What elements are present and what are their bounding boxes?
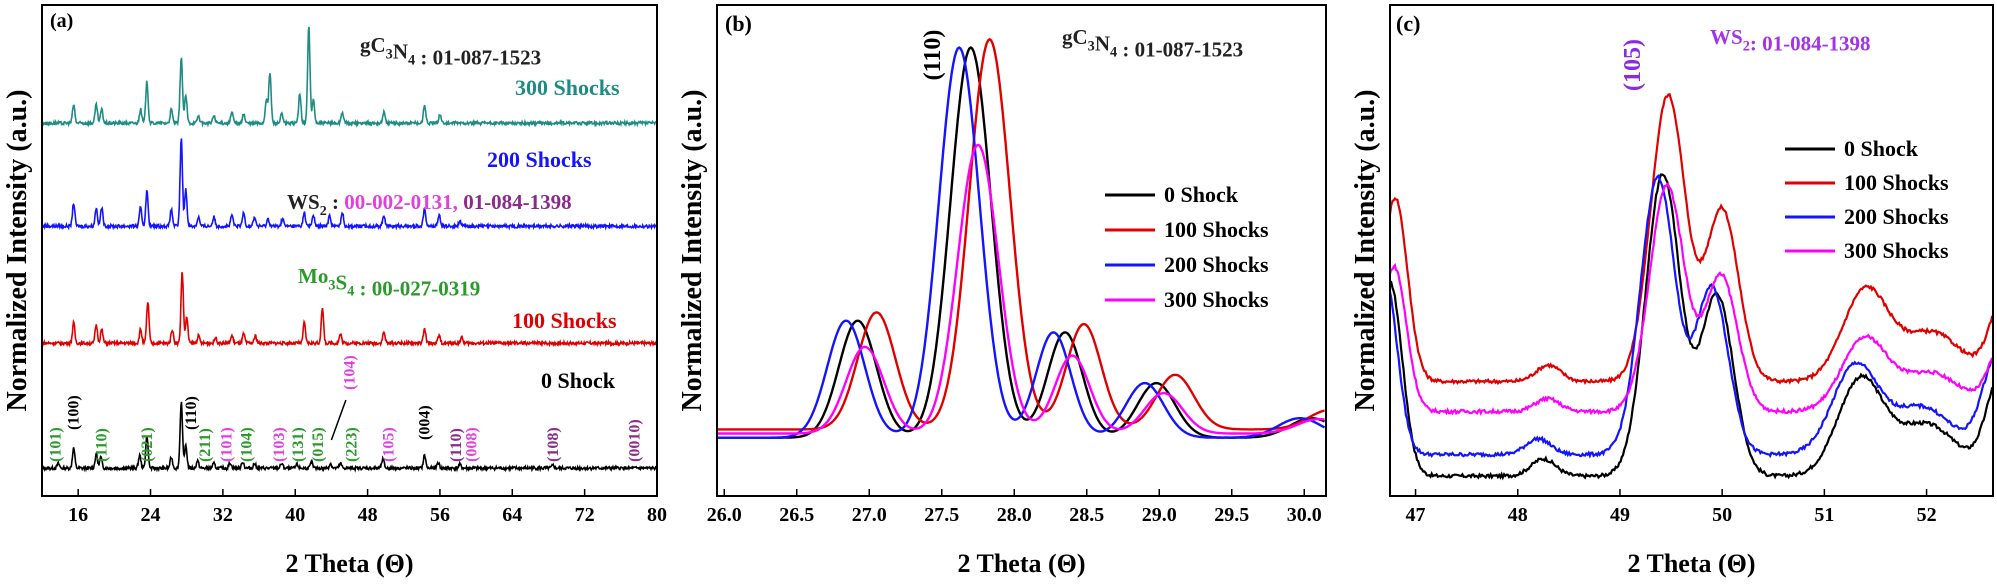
- series-line-b-0: [717, 46, 1326, 439]
- panel-label-b: (b): [725, 11, 752, 36]
- xtick-label-b-5: 28.5: [1069, 504, 1104, 526]
- plot-frame-b: [716, 4, 1327, 497]
- xtick-label-b-7: 29.5: [1214, 504, 1249, 526]
- hkl-label-a-1: (100): [66, 395, 83, 430]
- xtick-label-a-4: 48: [358, 504, 378, 526]
- legend-label-c-0: 0 Shock: [1844, 136, 1919, 161]
- xtick-label-b-2: 27.0: [852, 504, 887, 526]
- series-line-b-3: [717, 143, 1325, 435]
- xtick-label-b-8: 30.0: [1287, 504, 1322, 526]
- y-axis-label-a: Normalized Intensity (a.u.): [2, 90, 33, 412]
- series-line-b-2: [717, 46, 1326, 439]
- series-line-a-1: [41, 272, 658, 348]
- hkl-label-a-0: (101): [48, 427, 65, 462]
- hkl-label-a-11: (104): [342, 355, 359, 390]
- series-line-a-2: [41, 138, 658, 231]
- annotation-a_lab200: 200 Shocks: [487, 147, 592, 172]
- legend-label-c-3: 300 Shocks: [1844, 238, 1949, 263]
- xtick-label-c-3: 50: [1712, 504, 1732, 526]
- reference-b: gC3N4 : 01-087-1523: [1062, 25, 1243, 62]
- hkl-label-a-18: (0010): [626, 419, 643, 462]
- y-axis-label-b: Normalized Intensity (a.u.): [677, 90, 708, 412]
- hkl-label-a-9: (131): [290, 427, 307, 462]
- legend-label-b-3: 300 Shocks: [1164, 287, 1269, 312]
- legend-label-b-0: 0 Shock: [1164, 182, 1239, 207]
- xtick-label-b-4: 28.0: [997, 504, 1032, 526]
- hkl-label-a-6: (101): [219, 427, 236, 462]
- legend-label-b-1: 100 Shocks: [1164, 217, 1269, 242]
- legend-label-b-2: 200 Shocks: [1164, 252, 1269, 277]
- xtick-label-c-2: 49: [1610, 504, 1630, 526]
- hkl-label-a-13: (105): [380, 427, 397, 462]
- hkl-label-a-10: (015): [310, 427, 327, 462]
- x-axis-label-b: 2 Theta (Θ): [957, 549, 1085, 578]
- series-line-c-3: [1388, 182, 1994, 416]
- panel-c: 47 48 49 50 51 52 (c) 2 Theta (Θ) Normalized Int…: [1350, 4, 1994, 578]
- xtick-label-a-0: 16: [68, 504, 88, 526]
- xtick-label-c-0: 47: [1406, 504, 1426, 526]
- annotation-a_ref1: gC3N4 : 01-087-1523: [360, 33, 541, 70]
- legend-label-c-1: 100 Shocks: [1844, 170, 1949, 195]
- xtick-label-a-2: 32: [213, 504, 233, 526]
- annotation-a_mo3s4: Mo3S4 : 00-027-0319: [298, 264, 480, 301]
- panel-label-c: (c): [1396, 11, 1420, 36]
- annotation-a_lab0: 0 Shock: [541, 368, 616, 393]
- plot-frame-a: [41, 4, 658, 497]
- xtick-label-b-3: 27.5: [924, 504, 959, 526]
- annotation-a_lab300: 300 Shocks: [515, 75, 620, 100]
- reference-c: WS2: 01-084-1398: [1710, 25, 1871, 55]
- annotation-a_lab100: 100 Shocks: [512, 308, 617, 333]
- xtick-label-c-5: 52: [1917, 504, 1937, 526]
- xtick-label-a-1: 24: [141, 504, 161, 526]
- hkl-label-a-2: (110): [94, 428, 111, 462]
- xtick-label-c-4: 51: [1814, 504, 1834, 526]
- series-line-c-1: [1388, 92, 1994, 386]
- hkl-label-a-7: (104): [238, 427, 255, 462]
- xtick-label-a-7: 72: [575, 504, 595, 526]
- hkl-label-a-5: (211): [197, 428, 214, 462]
- hkl-label-a-14: (004): [417, 405, 434, 440]
- xtick-label-a-8: 80: [647, 504, 667, 526]
- xtick-label-a-5: 56: [430, 504, 450, 526]
- hkl-label-a-4: (110): [183, 396, 200, 430]
- panel-label-a: (a): [50, 10, 73, 32]
- series-line-c-0: [1389, 173, 1994, 481]
- annotation-ws2-references: WS2 : 00-002-0131, 01-084-1398: [287, 190, 572, 219]
- xtick-label-a-3: 40: [285, 504, 305, 526]
- hkl-label-b: (110): [920, 30, 946, 81]
- hkl-label-a-8: (103): [271, 427, 288, 462]
- panel-b: 26.0 26.5 27.0 27.5 28.0 28.5 29.0 29.5 30.0 (b) 2…: [677, 4, 1327, 578]
- hkl-label-a-15: (110): [448, 428, 465, 462]
- hkl-label-a-16: (008): [464, 427, 481, 462]
- xtick-label-b-1: 26.5: [779, 504, 814, 526]
- y-axis-label-c: Normalized Intensity (a.u.): [1350, 90, 1381, 412]
- arrow-a: [330, 399, 347, 441]
- hkl-label-a-17: (108): [545, 427, 562, 462]
- hkl-label-c: (105): [1620, 39, 1646, 91]
- xtick-label-b-0: 26.0: [707, 504, 742, 526]
- hkl-label-a-3: (021): [139, 427, 156, 462]
- xtick-label-b-6: 29.0: [1142, 504, 1177, 526]
- x-axis-label-a: 2 Theta (Θ): [285, 549, 413, 578]
- series-line-a-3: [41, 26, 658, 128]
- series-line-c-2: [1388, 173, 1994, 459]
- panel-a: 16 24 32 40 48 56 64 72 80 (a) 2 Theta (Θ) Normaliz…: [2, 4, 667, 578]
- plot-frame-c: [1389, 4, 1994, 497]
- x-axis-label-c: 2 Theta (Θ): [1627, 549, 1755, 578]
- legend-label-c-2: 200 Shocks: [1844, 204, 1949, 229]
- xtick-label-a-6: 64: [502, 504, 522, 526]
- xtick-label-c-1: 48: [1508, 504, 1528, 526]
- hkl-label-a-12: (223): [343, 427, 360, 462]
- series-line-a-0: [41, 401, 657, 473]
